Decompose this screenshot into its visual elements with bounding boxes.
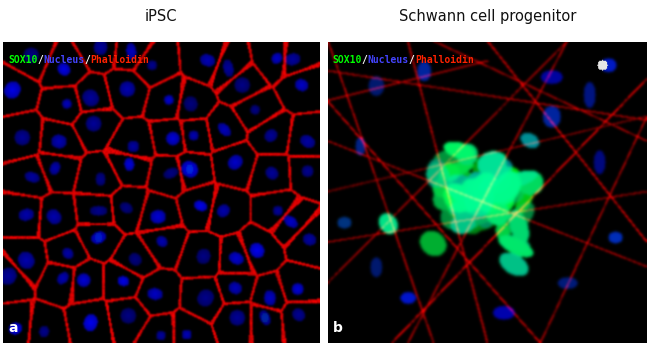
Text: Nucleus: Nucleus bbox=[43, 55, 84, 65]
Text: Phalloidin: Phalloidin bbox=[90, 55, 149, 65]
Text: Schwann cell progenitor: Schwann cell progenitor bbox=[399, 9, 577, 24]
Text: SOX10: SOX10 bbox=[8, 55, 38, 65]
Text: iPSC: iPSC bbox=[145, 9, 177, 24]
Text: /: / bbox=[409, 55, 415, 65]
Text: a: a bbox=[8, 321, 18, 335]
Text: Nucleus: Nucleus bbox=[368, 55, 409, 65]
Text: Phalloidin: Phalloidin bbox=[415, 55, 474, 65]
Text: /: / bbox=[38, 55, 43, 65]
Text: /: / bbox=[84, 55, 90, 65]
Text: /: / bbox=[362, 55, 368, 65]
Text: SOX10: SOX10 bbox=[332, 55, 362, 65]
Text: b: b bbox=[332, 321, 343, 335]
